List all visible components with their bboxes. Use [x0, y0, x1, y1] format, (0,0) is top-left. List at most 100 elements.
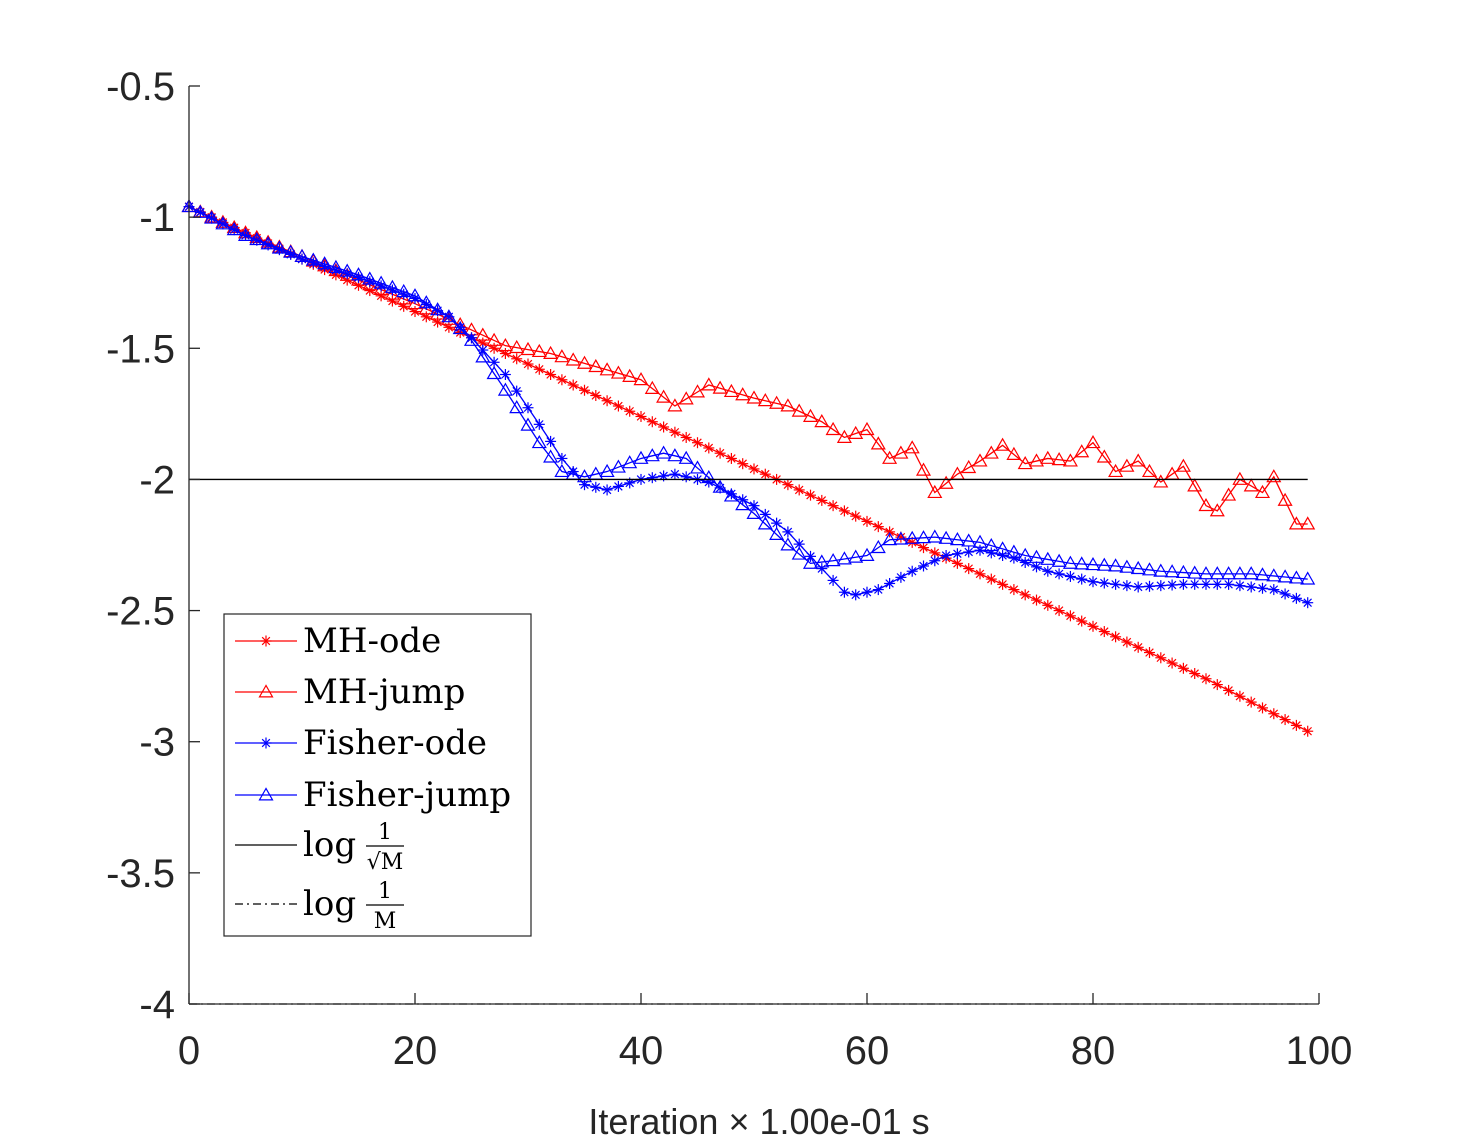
mh-ode-marker	[906, 536, 918, 548]
y-tick-label: -2.5	[106, 590, 175, 634]
fisher-jump-marker	[215, 216, 231, 230]
fisher-ode-marker	[929, 555, 941, 567]
mh-ode-marker	[1268, 708, 1280, 720]
fisher-jump-marker	[791, 546, 807, 560]
mh-ode-marker	[488, 342, 500, 354]
fisher-ode-marker	[499, 369, 511, 381]
mh-ode-marker	[985, 573, 997, 585]
fisher-ode-marker	[612, 480, 624, 492]
legend-marker	[260, 635, 272, 647]
x-tick-label: 40	[619, 1029, 664, 1073]
fisher-jump-marker	[723, 488, 739, 502]
mh-ode-marker	[1302, 725, 1314, 737]
fisher-ode-marker	[1076, 573, 1088, 585]
mh-ode-marker	[759, 468, 771, 480]
mh-ode-marker	[1200, 673, 1212, 685]
mh-jump-marker	[836, 429, 852, 443]
mh-jump-marker	[1141, 463, 1158, 478]
fisher-ode-marker	[748, 500, 760, 512]
fisher-jump-marker	[543, 449, 559, 463]
fisher-ode-marker	[1042, 565, 1054, 577]
fisher-ode-marker	[522, 402, 534, 414]
fraction-numerator: 1	[378, 820, 392, 845]
fisher-jump-marker	[226, 222, 242, 236]
mh-jump-marker	[735, 387, 751, 401]
fisher-jump-marker	[780, 537, 796, 551]
mh-jump-marker	[497, 337, 513, 352]
fisher-jump-marker	[915, 530, 932, 544]
fisher-jump-marker	[1108, 558, 1124, 572]
mh-ode-marker	[1031, 594, 1042, 606]
mh-jump-marker	[1040, 450, 1056, 464]
mh-ode-marker	[579, 384, 590, 396]
fisher-ode-marker	[895, 571, 907, 583]
mh-jump-marker	[1221, 487, 1237, 501]
fisher-jump-marker	[599, 463, 615, 478]
mh-jump-marker	[961, 459, 977, 474]
mh-ode-marker	[1290, 719, 1302, 731]
fisher-jump-marker	[972, 534, 988, 548]
mh-ode-marker	[1042, 599, 1054, 611]
fisher-ode-marker	[1098, 577, 1110, 589]
fisher-jump-marker	[475, 349, 491, 363]
fisher-ode-marker	[737, 494, 749, 506]
y-tick-label: -1	[139, 196, 175, 240]
fisher-jump-marker	[384, 279, 400, 293]
fisher-jump-marker	[1221, 566, 1237, 580]
fisher-ode-marker	[1132, 581, 1144, 593]
fisher-jump-marker	[418, 295, 434, 309]
mh-jump-marker	[1198, 497, 1214, 512]
mh-jump-marker	[927, 484, 943, 499]
fraction-denominator: M	[374, 909, 397, 934]
fisher-ode-marker	[511, 385, 523, 397]
mh-ode-marker	[1211, 679, 1223, 691]
mh-ode-marker	[1234, 690, 1246, 702]
legend-label: log	[303, 825, 356, 865]
mh-jump-marker	[983, 445, 999, 459]
fisher-ode-marker	[838, 586, 850, 598]
mh-ode-marker	[1279, 714, 1291, 726]
mh-jump-marker	[882, 450, 898, 464]
mh-ode-marker	[850, 510, 862, 522]
mh-jump-marker	[531, 343, 547, 358]
fisher-ode-marker	[940, 549, 952, 561]
mh-jump-marker	[938, 475, 954, 489]
fisher-jump-marker	[1209, 566, 1225, 580]
mh-ode-marker	[703, 442, 715, 454]
fisher-ode-marker	[1245, 581, 1257, 593]
mh-jump-marker	[1153, 474, 1169, 488]
mh-ode-marker	[997, 578, 1009, 590]
fisher-jump-marker	[192, 204, 208, 218]
mh-ode-marker	[601, 395, 613, 407]
mh-jump-marker	[848, 425, 864, 440]
mh-ode-marker	[1019, 589, 1031, 601]
mh-ode-marker	[963, 563, 975, 575]
fraction-numerator: 1	[378, 879, 392, 904]
mh-ode-marker	[816, 494, 828, 506]
fisher-jump-marker	[825, 553, 841, 567]
fisher-jump-marker	[870, 539, 886, 554]
fisher-jump-marker	[769, 526, 785, 540]
mh-jump-marker	[656, 389, 672, 403]
fisher-jump-marker	[396, 283, 412, 298]
series-line-fisher-jump	[188, 206, 1308, 580]
fisher-jump-marker	[1062, 555, 1078, 569]
fisher-jump-marker	[1028, 549, 1045, 563]
mh-ode-marker	[386, 295, 398, 307]
mh-jump-marker	[915, 462, 932, 476]
fisher-jump-marker	[1141, 562, 1158, 576]
series-fisher-jump	[181, 198, 1316, 585]
mh-jump-marker	[588, 358, 604, 373]
fisher-jump-marker	[802, 555, 819, 569]
fisher-jump-marker	[1164, 564, 1180, 578]
mh-jump-marker	[1243, 478, 1259, 492]
mh-jump-marker	[554, 349, 570, 363]
fisher-jump-marker	[678, 450, 694, 464]
mh-ode-marker	[1257, 702, 1268, 714]
fisher-jump-marker	[271, 240, 287, 254]
fisher-jump-marker	[633, 450, 649, 464]
mh-jump-marker	[1175, 458, 1191, 472]
mh-ode-marker	[1087, 620, 1099, 632]
mh-jump-marker	[859, 421, 875, 436]
mh-ode-marker	[692, 437, 703, 449]
